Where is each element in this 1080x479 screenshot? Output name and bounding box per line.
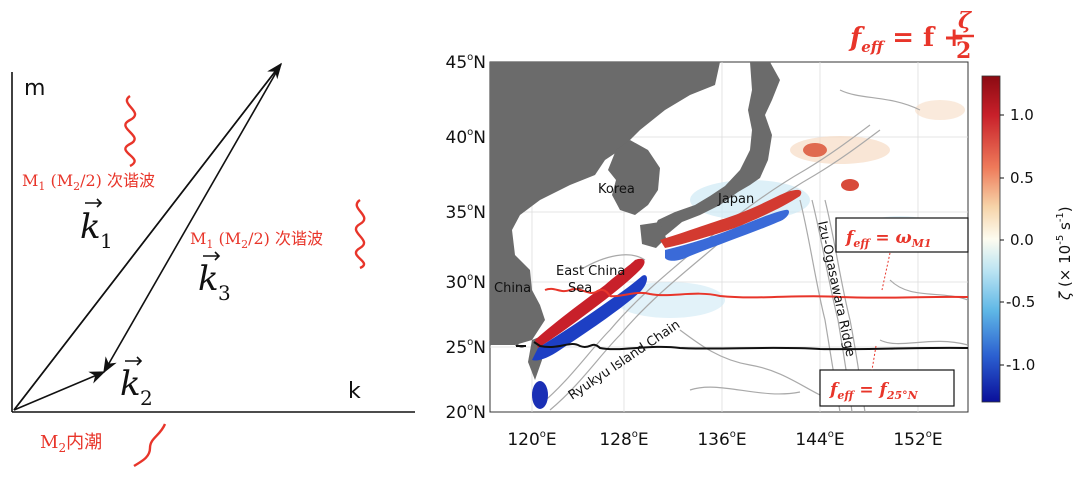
colorbar-ticks: 1.0 0.5 0.0 -0.5 -1.0	[1000, 106, 1035, 374]
place-east-china-sea-1: East China	[556, 264, 625, 279]
box-feff-f25n-text: feff = f25°N	[829, 380, 919, 402]
m2-internal-tide-label: M2内潮	[40, 432, 102, 455]
land-asia	[490, 62, 720, 345]
colorbar-label: ζ (× 10-5 s-1)	[1055, 206, 1074, 301]
svg-text:-0.5: -0.5	[1006, 293, 1035, 311]
lat-axis: 45oN 40oN 35oN 30oN 25oN 20oN	[446, 52, 486, 423]
svg-text:2: 2	[956, 38, 971, 64]
svg-text:40oN: 40oN	[446, 127, 486, 148]
place-china: China	[494, 281, 531, 296]
wave-icon-right	[354, 199, 366, 270]
contour-feff-omega-m1	[544, 287, 968, 299]
place-east-china-sea-2: Sea	[568, 281, 592, 296]
svg-text:k: k	[80, 207, 101, 247]
wave-icon-upper	[124, 95, 137, 168]
box-feff-omega-m1-text: feff = ωM1	[845, 228, 932, 250]
land-japan	[652, 62, 780, 240]
lon-axis: 120oE 128oE 136oE 144oE 152oE	[507, 429, 942, 450]
svg-text:1.0: 1.0	[1010, 106, 1034, 124]
vector-k1-label: k 1	[80, 198, 113, 253]
m1-harmonic-label-upper: M1 (M2/2) 次谐波	[22, 171, 155, 193]
svg-text:0.5: 0.5	[1010, 169, 1034, 187]
vector-k3-diag	[13, 63, 282, 411]
svg-text:1: 1	[100, 229, 113, 253]
box-feff-f25n	[819, 369, 955, 407]
wave-icon-bottom	[133, 423, 167, 468]
svg-text:25oN: 25oN	[446, 337, 486, 358]
svg-text:45oN: 45oN	[446, 52, 486, 73]
svg-text:30oN: 30oN	[446, 272, 486, 293]
axis-k-label: k	[348, 379, 361, 404]
vorticity-positive	[535, 258, 645, 348]
svg-text:-1.0: -1.0	[1006, 356, 1035, 374]
svg-text:2: 2	[140, 386, 153, 410]
box-feff-omega-m1	[835, 217, 969, 253]
vorticity-map-figure: feff = f + ζ 2	[446, 8, 1074, 450]
place-japan: Japan	[717, 192, 754, 207]
colorbar	[981, 75, 1001, 403]
triad-diagram: m k k 1 k 2 k 3 M1 (M2/2) 次谐波 M1 (M2/2) …	[11, 62, 415, 468]
svg-text:0.0: 0.0	[1010, 231, 1034, 249]
svg-text:35oN: 35oN	[446, 202, 486, 223]
place-korea: Korea	[598, 182, 635, 197]
svg-text:feff = f +: feff = f +	[848, 23, 965, 56]
vorticity-positive-small	[841, 179, 859, 191]
vorticity-negative-south	[532, 381, 548, 409]
vorticity-negative-east	[665, 209, 790, 261]
title-formula: feff = f + ζ 2	[848, 8, 974, 64]
svg-text:ζ: ζ	[958, 8, 972, 34]
vector-k3	[103, 63, 282, 374]
vector-k2-label: k 2	[120, 356, 153, 410]
svg-text:3: 3	[218, 281, 231, 305]
svg-text:136oE: 136oE	[697, 429, 746, 450]
vorticity-positive-north	[803, 143, 827, 157]
svg-text:20oN: 20oN	[446, 402, 486, 423]
land-kyushu	[640, 222, 666, 248]
svg-text:144oE: 144oE	[795, 429, 844, 450]
vector-k1-lower	[13, 371, 106, 411]
land-korea	[608, 140, 660, 215]
m1-harmonic-label-right: M1 (M2/2) 次谐波	[190, 229, 323, 251]
vorticity-positive-east	[660, 189, 802, 248]
svg-text:k: k	[120, 364, 141, 404]
svg-text:k: k	[198, 259, 219, 299]
axis-m-label: m	[24, 76, 45, 101]
svg-text:152oE: 152oE	[893, 429, 942, 450]
vector-k3-label: k 3	[198, 251, 231, 305]
svg-text:120oE: 120oE	[507, 429, 556, 450]
svg-text:128oE: 128oE	[599, 429, 648, 450]
